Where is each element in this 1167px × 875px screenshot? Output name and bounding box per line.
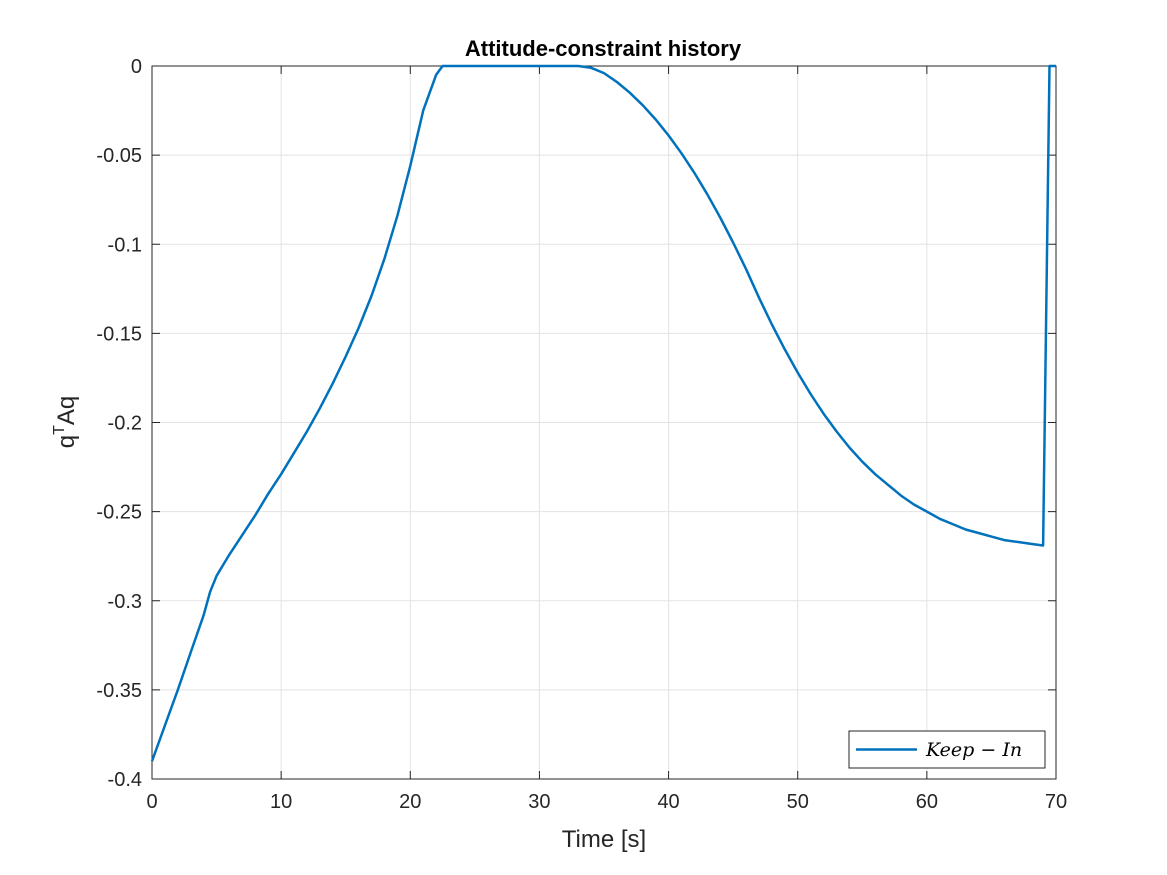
x-tick-label: 70 xyxy=(1045,791,1067,813)
y-axis-label-q: q xyxy=(53,435,80,448)
x-axis-label: Time [s] xyxy=(562,826,646,853)
y-axis-label-end: Aq xyxy=(53,396,80,425)
legend: Keep − In xyxy=(848,730,1046,769)
x-tick-label: 0 xyxy=(146,791,157,813)
y-tick-label: -0.25 xyxy=(96,502,142,524)
y-tick-label: -0.2 xyxy=(108,413,142,435)
x-tick-label: 10 xyxy=(270,791,292,813)
series-line-keep-in xyxy=(150,64,1056,762)
ticks: 0 10 20 30 40 50 60 70 -0.4 -0.35 -0.3 -0.25 -0.2 -0.… xyxy=(96,56,1067,813)
y-tick-label: 0 xyxy=(131,56,142,78)
x-tick-label: 20 xyxy=(399,791,421,813)
y-axis-label-superscript: T xyxy=(51,425,68,435)
legend-entry-label: Keep − In xyxy=(925,739,1022,761)
x-tick-label: 40 xyxy=(657,791,679,813)
chart-title: Attitude-constraint history xyxy=(465,36,742,61)
grid xyxy=(151,65,1057,780)
y-tick-label: -0.4 xyxy=(108,769,142,791)
x-tick-label: 30 xyxy=(528,791,550,813)
y-tick-label: -0.15 xyxy=(96,323,142,345)
y-tick-label: -0.35 xyxy=(96,680,142,702)
y-axis-label: qTAq xyxy=(51,396,80,449)
x-tick-label: 60 xyxy=(916,791,938,813)
series xyxy=(150,64,1056,762)
x-tick-label: 50 xyxy=(787,791,809,813)
y-tick-label: -0.1 xyxy=(108,234,142,256)
y-tick-label: -0.05 xyxy=(96,145,142,167)
y-tick-label: -0.3 xyxy=(108,591,142,613)
